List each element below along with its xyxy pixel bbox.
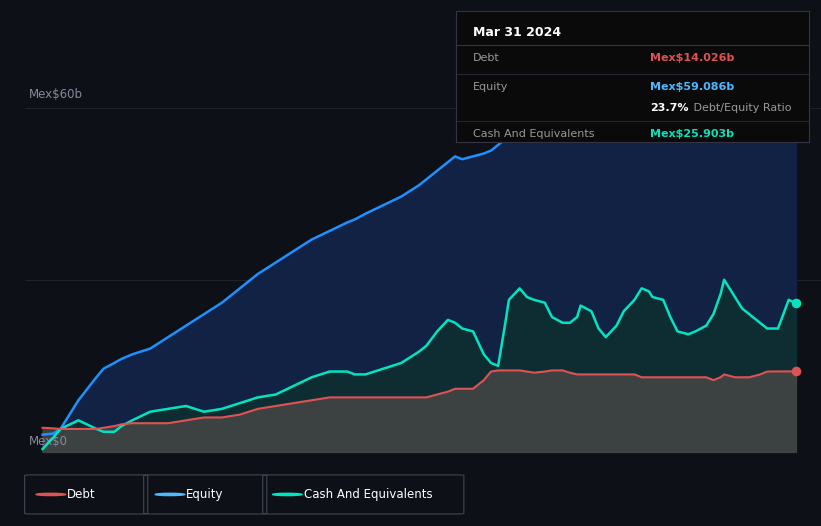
Text: 23.7%: 23.7% (650, 103, 688, 113)
Text: Debt/Equity Ratio: Debt/Equity Ratio (690, 103, 792, 113)
Point (789, 367, 802, 376)
Text: Cash And Equivalents: Cash And Equivalents (474, 129, 594, 139)
Text: Mex$14.026b: Mex$14.026b (650, 53, 734, 63)
Text: Equity: Equity (186, 488, 224, 501)
Text: Mar 31 2024: Mar 31 2024 (474, 26, 562, 39)
Circle shape (36, 493, 66, 495)
Text: Debt: Debt (67, 488, 96, 501)
Circle shape (273, 493, 302, 495)
Text: Mex$59.086b: Mex$59.086b (650, 82, 734, 92)
Point (789, 299, 802, 308)
Circle shape (155, 493, 185, 495)
Point (789, 109, 802, 117)
Text: Debt: Debt (474, 53, 500, 63)
Text: Cash And Equivalents: Cash And Equivalents (304, 488, 433, 501)
Text: Mex$60b: Mex$60b (29, 88, 83, 102)
Text: Mex$25.903b: Mex$25.903b (650, 129, 734, 139)
Text: Mex$0: Mex$0 (29, 435, 67, 448)
Text: Equity: Equity (474, 82, 509, 92)
